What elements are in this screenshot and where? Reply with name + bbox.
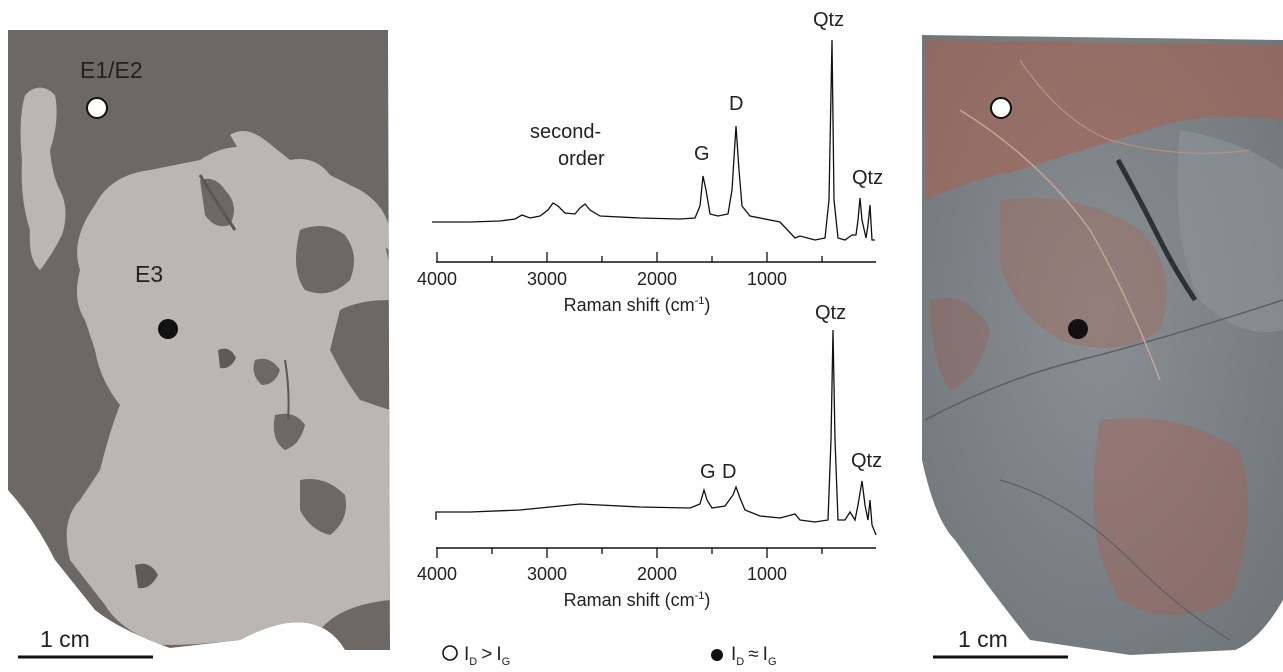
spectrum-bottom: G D Qtz Qtz 4000 3000 2000 1000 Raman sh… (417, 302, 882, 610)
legend: ID > IG ID ≈ IG (442, 644, 777, 668)
left-scalebar-label: 1 cm (40, 626, 90, 652)
axis-title-top: Raman shift (cm-1) (564, 295, 711, 315)
label-g-top: G (694, 143, 710, 165)
dark-inclusion-6 (135, 563, 158, 589)
dark-inclusion-1 (296, 226, 354, 294)
tick-top-1000: 1000 (747, 269, 787, 289)
label-second-order: second- (530, 121, 601, 143)
left-phase-map: E1/E2 E3 1 cm (8, 30, 390, 659)
fine-vein-2 (959, 109, 1161, 381)
crack-line-2 (284, 359, 290, 421)
filled-marker-e3 (158, 319, 178, 339)
spectrum-bottom-trace (435, 329, 877, 536)
spectrum-top-trace (432, 39, 875, 241)
crack-line (198, 174, 237, 231)
axis-top-ticks (436, 252, 823, 262)
red-zone-1 (925, 40, 1283, 200)
dark-inclusion-5 (253, 358, 280, 385)
open-marker-e1e2 (86, 97, 108, 119)
label-qtz-main-top: Qtz (813, 9, 844, 31)
label-d-bottom: D (722, 461, 736, 483)
right-scalebar-label: 1 cm (958, 626, 1008, 652)
legend-filled-circle (711, 649, 723, 661)
red-zone-2 (1000, 198, 1167, 348)
dark-inclusion-7 (218, 348, 236, 369)
legend-open-circle (442, 645, 458, 661)
tick-top-2000: 2000 (637, 269, 677, 289)
fine-vein-1 (924, 299, 1283, 421)
legend-filled-text: ID ≈ IG (731, 644, 777, 668)
tick-top-3000: 3000 (527, 269, 567, 289)
right-rock-photo: 1 cm (922, 35, 1283, 659)
label-e1-e2: E1/E2 (80, 57, 143, 83)
fine-vein-3 (999, 479, 1231, 641)
dark-inclusion-3 (273, 413, 305, 450)
label-g-bottom: G (700, 461, 716, 483)
dark-inclusion-4 (300, 479, 346, 535)
axis-bottom-ticks (436, 548, 823, 558)
label-qtz-small-bottom: Qtz (851, 450, 882, 472)
fine-vein-4 (1019, 59, 1251, 154)
label-qtz-main-bottom: Qtz (815, 302, 846, 324)
open-marker-right (990, 97, 1012, 119)
filled-marker-right (1068, 319, 1088, 339)
red-zone-3 (1093, 418, 1248, 615)
tick-bottom-3000: 3000 (527, 564, 567, 584)
label-qtz-small-top: Qtz (852, 167, 883, 189)
tick-bottom-2000: 2000 (637, 564, 677, 584)
light-domain-right-arm (230, 131, 390, 250)
spectrum-top: second- order G D Qtz Qtz 4000 3000 2000… (417, 9, 883, 315)
label-second-order-2: order (558, 148, 605, 170)
label-d-top: D (729, 93, 743, 115)
label-e3: E3 (135, 261, 163, 287)
legend-open-text: ID > IG (464, 644, 510, 668)
red-zone-4 (930, 298, 990, 390)
legend-filled: ID ≈ IG (711, 644, 777, 668)
light-domain-upper-left (20, 87, 66, 270)
legend-open: ID > IG (442, 644, 510, 668)
dark-vein (1115, 158, 1198, 302)
tick-bottom-1000: 1000 (747, 564, 787, 584)
tick-top-4000: 4000 (417, 269, 457, 289)
tick-bottom-4000: 4000 (417, 564, 457, 584)
gray-zone-1 (1177, 130, 1283, 332)
axis-title-bottom: Raman shift (cm-1) (564, 590, 711, 610)
